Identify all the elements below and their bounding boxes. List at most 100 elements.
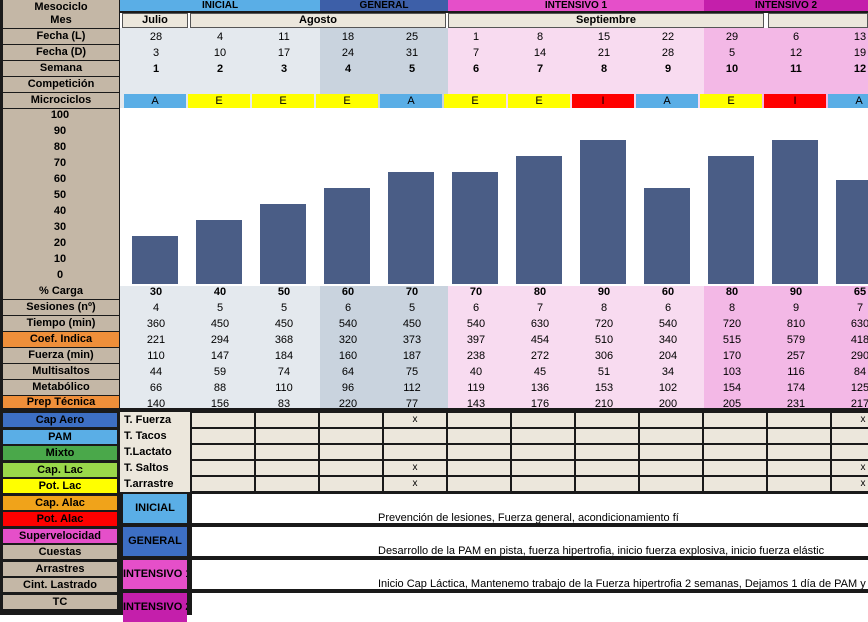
microciclo-cell: A xyxy=(124,94,186,108)
prep-cell: 205 xyxy=(722,398,742,410)
t-grid-cell[interactable] xyxy=(768,429,830,443)
mesociclo-label: INTENSIVO 1 xyxy=(544,0,608,11)
t-grid-cell[interactable] xyxy=(768,461,830,475)
t-grid-cell[interactable] xyxy=(640,445,702,459)
t-grid-cell[interactable] xyxy=(448,461,510,475)
t-grid-cell[interactable] xyxy=(256,461,318,475)
mesociclo-band: INTENSIVO 1 xyxy=(448,0,704,11)
fuerza-cell: 170 xyxy=(722,350,742,362)
t-grid-cell[interactable] xyxy=(192,413,254,427)
t-grid-cell[interactable] xyxy=(768,445,830,459)
t-grid-cell[interactable] xyxy=(832,413,868,427)
microciclo-cell: E xyxy=(316,94,378,108)
t-grid-cell[interactable] xyxy=(512,413,574,427)
tiempo-cell: 810 xyxy=(786,318,806,330)
t-grid-cell[interactable] xyxy=(384,477,446,491)
t-grid-cell[interactable] xyxy=(576,477,638,491)
t-grid-cell[interactable] xyxy=(192,461,254,475)
carga-cell: 90 xyxy=(597,286,611,298)
t-grid-cell[interactable] xyxy=(256,413,318,427)
t-grid-cell[interactable] xyxy=(320,413,382,427)
coef-cell: 294 xyxy=(210,334,230,346)
t-grid-cell[interactable] xyxy=(832,461,868,475)
carga-bar xyxy=(644,188,690,284)
t-grid-cell[interactable] xyxy=(320,445,382,459)
t-grid-cell[interactable] xyxy=(576,461,638,475)
t-grid-cell[interactable] xyxy=(576,429,638,443)
t-grid-cell[interactable] xyxy=(384,429,446,443)
carga-bar xyxy=(196,220,242,284)
fecha_l-cell: 28 xyxy=(149,31,163,43)
fecha_l-cell: 22 xyxy=(661,31,675,43)
carga-bar xyxy=(452,172,498,284)
t-grid-cell[interactable] xyxy=(256,445,318,459)
t-grid-cell[interactable] xyxy=(704,413,766,427)
t-grid-cell[interactable] xyxy=(192,477,254,491)
fuerza-cell: 160 xyxy=(338,350,358,362)
t-grid-cell[interactable] xyxy=(448,477,510,491)
coef-cell: 510 xyxy=(594,334,614,346)
t-grid-cell[interactable] xyxy=(320,461,382,475)
t-grid-cell[interactable] xyxy=(256,429,318,443)
carga-cell: 80 xyxy=(533,286,547,298)
sesiones-cell: 4 xyxy=(152,302,160,314)
t-grid-cell[interactable] xyxy=(704,461,766,475)
multisaltos-cell: 59 xyxy=(213,366,227,378)
microciclo-cell: E xyxy=(444,94,506,108)
t-grid-cell[interactable] xyxy=(448,429,510,443)
t-grid-cell[interactable] xyxy=(320,477,382,491)
coef-cell: 368 xyxy=(274,334,294,346)
y-tick-label: 60 xyxy=(53,173,67,185)
microciclo-cell: A xyxy=(380,94,442,108)
t-mark: x xyxy=(860,462,866,473)
t-grid-cell[interactable] xyxy=(832,477,868,491)
fuerza-cell: 272 xyxy=(530,350,550,362)
t-grid-cell[interactable] xyxy=(384,413,446,427)
t-grid-cell[interactable] xyxy=(512,445,574,459)
t-grid-cell[interactable] xyxy=(448,413,510,427)
semana-cell: 8 xyxy=(600,63,608,75)
t-grid-cell[interactable] xyxy=(640,477,702,491)
fuerza-cell: 147 xyxy=(210,350,230,362)
t-grid-cell[interactable] xyxy=(768,413,830,427)
t-grid-cell[interactable] xyxy=(448,445,510,459)
t-grid-cell[interactable] xyxy=(768,477,830,491)
label-coef: Coef. Indica xyxy=(3,332,119,347)
t-grid-cell[interactable] xyxy=(512,429,574,443)
t-grid-cell[interactable] xyxy=(704,429,766,443)
t-grid-cell[interactable] xyxy=(832,429,868,443)
t-grid-cell[interactable] xyxy=(384,461,446,475)
t-grid-cell[interactable] xyxy=(640,413,702,427)
t-grid-cell[interactable] xyxy=(512,461,574,475)
semana-cell: 2 xyxy=(216,63,224,75)
t-grid-cell[interactable] xyxy=(704,477,766,491)
t-grid-cell[interactable] xyxy=(832,445,868,459)
t-grid-cell[interactable] xyxy=(576,445,638,459)
carga-bar xyxy=(132,236,178,284)
microciclo-cell: I xyxy=(764,94,826,108)
t-grid-cell[interactable] xyxy=(256,477,318,491)
metabolico-cell: 110 xyxy=(275,382,293,394)
t-row-label: T. Saltos xyxy=(124,462,169,474)
mesociclo-label: GENERAL xyxy=(359,0,409,11)
semana-cell: 5 xyxy=(408,63,416,75)
label-sesiones: Sesiones (nº) xyxy=(3,300,119,315)
t-grid-cell[interactable] xyxy=(640,461,702,475)
carga-cell: 90 xyxy=(789,286,803,298)
semana-cell: 7 xyxy=(536,63,544,75)
coef-cell: 454 xyxy=(530,334,550,346)
label-carga: % Carga xyxy=(3,284,119,299)
carga-cell: 60 xyxy=(341,286,355,298)
y-tick-label: 80 xyxy=(53,141,67,153)
t-grid-cell[interactable] xyxy=(576,413,638,427)
carga-cell: 30 xyxy=(149,286,163,298)
tiempo-cell: 630 xyxy=(850,318,868,330)
t-grid-cell[interactable] xyxy=(640,429,702,443)
t-grid-cell[interactable] xyxy=(192,429,254,443)
label-semana: Semana xyxy=(3,61,119,76)
t-grid-cell[interactable] xyxy=(192,445,254,459)
t-grid-cell[interactable] xyxy=(512,477,574,491)
t-grid-cell[interactable] xyxy=(704,445,766,459)
t-grid-cell[interactable] xyxy=(320,429,382,443)
t-grid-cell[interactable] xyxy=(384,445,446,459)
